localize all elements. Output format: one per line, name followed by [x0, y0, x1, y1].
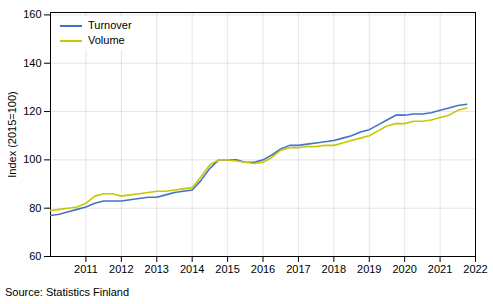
svg-text:60: 60 [29, 250, 41, 262]
svg-text:2012: 2012 [109, 263, 133, 275]
svg-text:2022: 2022 [463, 263, 487, 275]
html-text:Source: Statistics Finland: Source: Statistics Finland [5, 286, 130, 298]
svg-text:2020: 2020 [392, 263, 416, 275]
svg-text:160: 160 [23, 8, 41, 20]
svg-text:100: 100 [23, 153, 41, 165]
svg-text:2011: 2011 [74, 263, 98, 275]
svg-text:2018: 2018 [322, 263, 346, 275]
svg-text:2014: 2014 [180, 263, 204, 275]
svg-text:120: 120 [23, 105, 41, 117]
html-text:Turnover: Turnover [88, 19, 132, 31]
svg-text:2021: 2021 [428, 263, 452, 275]
svg-text:2013: 2013 [145, 263, 169, 275]
svg-text:2016: 2016 [251, 263, 275, 275]
html-text:Volume: Volume [88, 34, 125, 46]
svg-text:140: 140 [23, 57, 41, 69]
svg-text:2019: 2019 [357, 263, 381, 275]
svg-text:Index (2015=100): Index (2015=100) [6, 91, 18, 178]
svg-text:2015: 2015 [215, 263, 239, 275]
svg-text:2017: 2017 [286, 263, 310, 275]
svg-text:80: 80 [29, 202, 41, 214]
